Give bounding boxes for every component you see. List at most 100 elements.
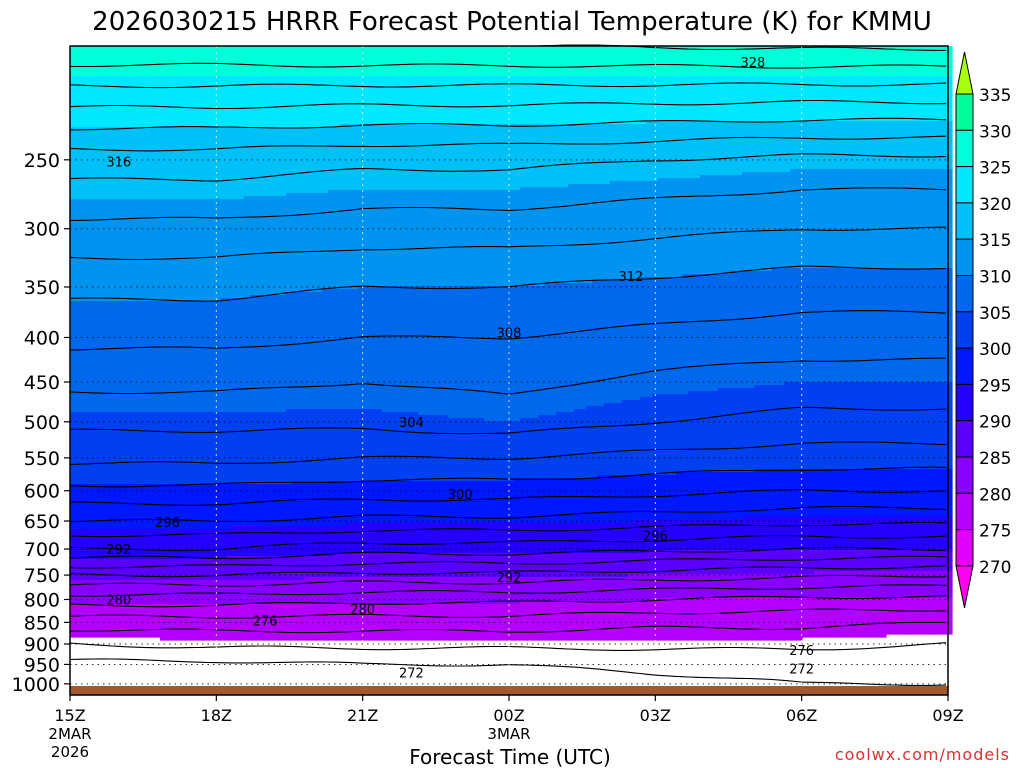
fill-cell	[940, 517, 947, 551]
fill-cell	[418, 76, 425, 125]
fill-cell	[862, 382, 869, 470]
fill-cell	[946, 517, 953, 551]
fill-cell	[844, 169, 851, 269]
fill-cell	[532, 124, 539, 188]
fill-cell	[754, 121, 761, 173]
fill-cell	[172, 412, 179, 485]
fill-cell	[538, 76, 545, 125]
fill-cell	[388, 190, 395, 287]
fill-cell	[94, 127, 101, 200]
fill-cell	[406, 481, 413, 524]
fill-cell	[748, 574, 755, 599]
fill-cell	[454, 46, 461, 77]
fill-cell	[718, 598, 725, 641]
y-axis: 2503003504004505005506006507007508008509…	[12, 150, 70, 696]
fill-cell	[622, 523, 629, 554]
fill-cell	[598, 184, 605, 281]
fill-cell	[406, 46, 413, 77]
fill-cell	[280, 556, 287, 581]
fill-cell	[730, 121, 737, 176]
fill-cell	[682, 574, 689, 599]
fill-cell	[550, 523, 557, 554]
fill-cell	[172, 580, 179, 605]
fill-cell	[208, 529, 215, 560]
fill-cell	[322, 76, 329, 128]
fill-cell	[466, 124, 473, 191]
fill-cell	[760, 574, 767, 599]
fill-cell	[436, 523, 443, 554]
fill-cell	[760, 550, 767, 575]
fill-cell	[706, 574, 713, 599]
fill-cell	[436, 415, 443, 482]
fill-cell	[424, 76, 431, 125]
fill-cell	[838, 121, 845, 170]
fill-cell	[682, 550, 689, 575]
contour-label: 296	[643, 529, 668, 544]
fill-cell	[586, 478, 593, 524]
fill-cell	[826, 382, 833, 470]
fill-cell	[442, 46, 449, 77]
fill-cell	[664, 46, 671, 77]
fill-cell	[820, 550, 827, 572]
fill-cell	[646, 574, 653, 602]
fill-cell	[826, 76, 833, 122]
fill-cell	[826, 550, 833, 572]
fill-cell	[304, 577, 311, 605]
fill-cell	[736, 76, 743, 122]
fill-cell	[208, 76, 215, 128]
fill-cell	[586, 283, 593, 407]
fill-cell	[214, 199, 221, 302]
fill-cell	[628, 574, 635, 602]
fill-cell	[184, 127, 191, 200]
fill-cell	[490, 553, 497, 578]
fill-cell	[370, 286, 377, 410]
fill-cell	[124, 301, 131, 413]
contour-label: 312	[619, 270, 644, 285]
fill-cell	[232, 412, 239, 485]
fill-cell	[340, 190, 347, 290]
fill-cell	[700, 76, 707, 122]
fill-cell	[544, 283, 551, 416]
fill-cell	[244, 580, 251, 605]
fill-cell	[160, 412, 167, 485]
fill-cell	[346, 124, 353, 191]
fill-cell	[556, 46, 563, 77]
fill-cell	[808, 76, 815, 122]
fill-cell	[76, 529, 83, 560]
fill-cell	[940, 598, 947, 635]
fill-cell	[202, 529, 209, 560]
fill-cell	[916, 598, 923, 635]
fill-cell	[490, 286, 497, 422]
fill-cell	[616, 181, 623, 281]
fill-cell	[250, 76, 257, 128]
fill-cell	[664, 550, 671, 575]
fill-cell	[208, 412, 215, 485]
fill-cell	[100, 199, 107, 302]
fill-cell	[910, 469, 917, 518]
fill-cell	[82, 127, 89, 200]
fill-cell	[244, 484, 251, 527]
fill-cell	[286, 526, 293, 557]
fill-cell	[430, 481, 437, 524]
fill-cell	[604, 46, 611, 77]
fill-cell	[622, 601, 629, 641]
fill-cell	[610, 280, 617, 404]
fill-cell	[202, 301, 209, 413]
fill-cell	[568, 577, 575, 602]
fill-cell	[136, 412, 143, 485]
fill-cell	[760, 172, 767, 272]
fill-cell	[772, 76, 779, 122]
fill-cell	[268, 526, 275, 557]
fill-cell	[640, 181, 647, 278]
fill-cell	[664, 475, 671, 521]
fill-cell	[328, 289, 335, 410]
fill-cell	[838, 382, 845, 470]
fill-cell	[676, 178, 683, 278]
fill-cell	[298, 409, 305, 482]
fill-cell	[286, 46, 293, 77]
fill-cell	[346, 76, 353, 125]
fill-cell	[532, 601, 539, 641]
fill-cell	[508, 190, 515, 287]
fill-cell	[670, 394, 677, 476]
